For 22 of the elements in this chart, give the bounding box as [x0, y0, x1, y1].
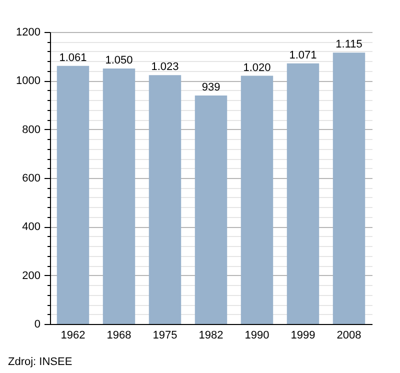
x-tick-label: 1982 [198, 330, 224, 342]
x-tick-label: 1990 [244, 330, 270, 342]
y-tick-label: 200 [22, 270, 40, 282]
data-label: 939 [202, 82, 220, 94]
data-label: 1.020 [243, 62, 271, 74]
y-tick-label: 800 [22, 124, 40, 136]
y-tick-label: 1200 [16, 26, 40, 38]
data-label: 1.061 [59, 52, 87, 64]
y-tick-label: 1000 [16, 75, 40, 88]
x-tick-label: 1968 [106, 330, 132, 342]
y-tick-label: 400 [22, 221, 40, 234]
x-tick-label: 1962 [60, 330, 86, 342]
x-tick-label: 2008 [336, 330, 362, 342]
y-tick-label: 600 [22, 172, 40, 184]
data-label: 1.115 [336, 38, 362, 51]
data-label: 1.050 [105, 54, 133, 66]
y-tick-label: 0 [34, 318, 40, 330]
data-label: 1.071 [289, 49, 317, 62]
text: Zdroj: INSEE [8, 356, 72, 368]
x-tick-label: 1975 [152, 330, 178, 342]
x-tick-label: 1999 [290, 330, 316, 342]
data-label: 1.023 [151, 61, 179, 74]
